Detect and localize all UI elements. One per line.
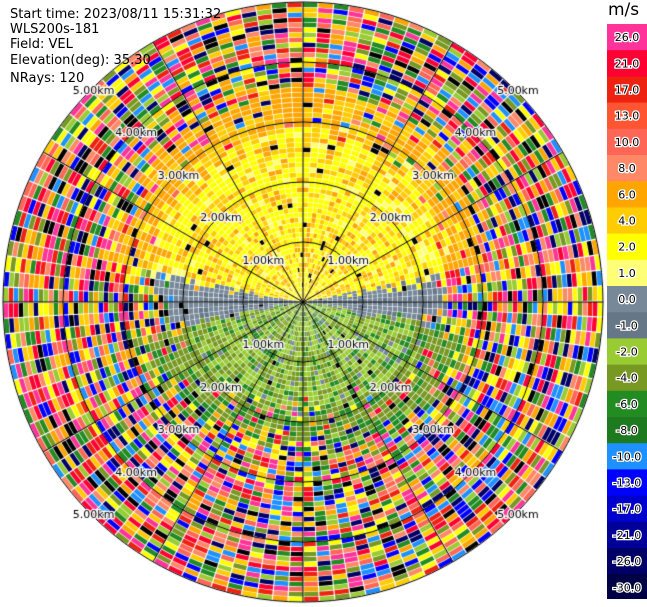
colorbar-tick-label: -30.0 — [613, 581, 641, 594]
station-label: WLS200s-181 — [10, 22, 100, 37]
colorbar-swatch — [607, 364, 647, 392]
colorbar-tick-label: 10.0 — [615, 136, 640, 149]
colorbar-swatch — [607, 128, 647, 156]
colorbar-tick-label: -2.0 — [616, 346, 637, 359]
colorbar-swatch — [607, 207, 647, 235]
nrays-label: NRays: 120 — [10, 71, 85, 86]
colorbar-swatch — [607, 574, 647, 599]
colorbar-tick-label: -13.0 — [613, 477, 641, 490]
colorbar-swatch — [607, 548, 647, 575]
colorbar: 26.0 21.0 17.0 13.0 10.0 8.0 6.0 4.0 2.0 1.0 0.0 -1… — [607, 24, 647, 599]
colorbar-swatch — [607, 286, 647, 313]
colorbar-tick-label: 17.0 — [615, 84, 640, 97]
colorbar-tick-label: 8.0 — [618, 162, 636, 175]
colorbar-tick-label: -6.0 — [616, 398, 637, 411]
colorbar-swatch — [607, 495, 647, 523]
colorbar-swatch — [607, 76, 647, 104]
colorbar-tick-label: 21.0 — [615, 57, 640, 70]
colorbar-tick-label: -17.0 — [613, 503, 641, 516]
field-label: Field: VEL — [10, 37, 73, 52]
colorbar-swatch — [607, 181, 647, 208]
start-time-label: Start time: 2023/08/11 15:31:32 — [10, 7, 222, 22]
colorbar-swatch — [607, 521, 647, 549]
colorbar-swatch — [607, 338, 647, 366]
colorbar-tick-label: -4.0 — [616, 372, 637, 385]
colorbar-tick-label: 4.0 — [618, 215, 636, 228]
colorbar-tick-label: 26.0 — [615, 31, 640, 44]
colorbar-swatch — [607, 24, 647, 51]
colorbar-swatch — [607, 259, 647, 287]
colorbar-swatch — [607, 417, 647, 444]
colorbar-swatch — [607, 312, 647, 339]
colorbar-tick-label: -10.0 — [613, 450, 641, 463]
colorbar-swatch — [607, 390, 647, 418]
colorbar-unit: m/s — [608, 0, 640, 20]
colorbar-tick-label: -1.0 — [616, 319, 637, 332]
colorbar-tick-label: -26.0 — [613, 555, 641, 568]
colorbar-swatch — [607, 469, 647, 497]
elevation-label: Elevation(deg): 35.30 — [10, 53, 151, 68]
colorbar-tick-label: -21.0 — [613, 529, 641, 542]
colorbar-tick-label: 13.0 — [615, 110, 640, 123]
colorbar-swatch — [607, 155, 647, 182]
colorbar-tick-label: 2.0 — [618, 241, 636, 254]
colorbar-tick-label: 6.0 — [618, 188, 636, 201]
colorbar-tick-label: -8.0 — [616, 424, 637, 437]
colorbar-swatch — [607, 50, 647, 77]
colorbar-swatch — [607, 233, 647, 261]
colorbar-tick-label: 0.0 — [618, 293, 636, 306]
colorbar-tick-label: 1.0 — [618, 267, 636, 280]
colorbar-swatch — [607, 443, 647, 470]
colorbar-swatch — [607, 102, 647, 130]
